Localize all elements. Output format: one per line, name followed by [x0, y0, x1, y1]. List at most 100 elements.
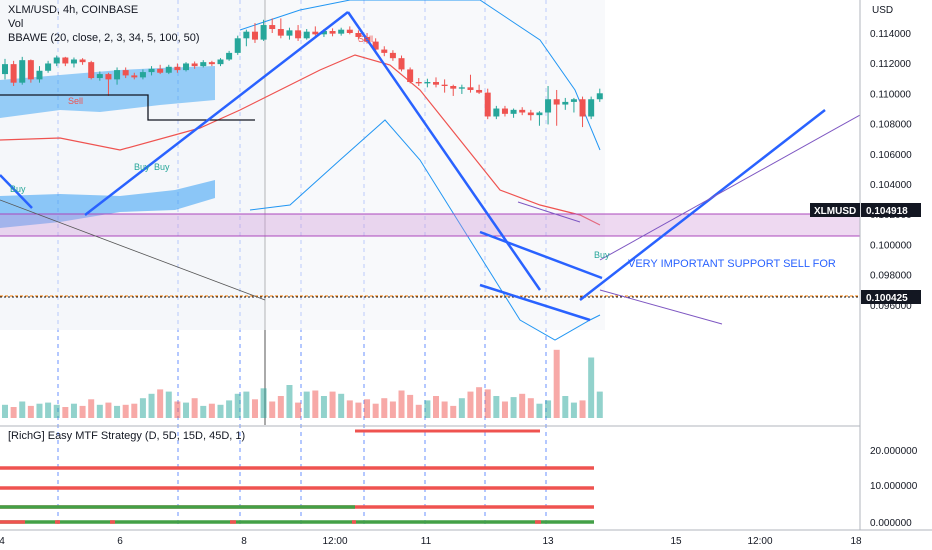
- price-tick-label: 0.098000: [870, 271, 912, 282]
- candle-body: [295, 30, 302, 39]
- price-tag-value: 0.100425: [866, 293, 908, 304]
- volume-bar: [562, 396, 569, 418]
- time-tick-label: 12:00: [322, 536, 347, 547]
- price-tick-label: 0.100000: [870, 240, 912, 251]
- volume-bar: [286, 385, 293, 418]
- volume-bar: [381, 398, 388, 418]
- bbawe-bands: [0, 0, 601, 341]
- lower-bollinger: [249, 119, 601, 341]
- time-tick-label: 6: [117, 536, 123, 547]
- upper-cloud: [0, 66, 215, 118]
- volume-bar: [346, 400, 353, 418]
- trend-drawings: [0, 11, 860, 325]
- candle-body: [36, 70, 43, 80]
- support-zone-rect: [0, 214, 860, 236]
- vol-legend[interactable]: Vol: [8, 18, 23, 30]
- bbawe-legend[interactable]: BBAWE (20, close, 2, 3, 34, 5, 100, 50): [8, 32, 200, 44]
- volume-bar: [320, 396, 327, 418]
- volume-bar: [79, 405, 86, 418]
- volume-bar: [183, 402, 190, 418]
- volume-bar: [329, 391, 336, 418]
- axis-unit-label: USD: [872, 5, 893, 16]
- candle-body: [476, 89, 483, 93]
- shade-zone: [0, 0, 265, 330]
- candle-body: [355, 33, 362, 37]
- strategy-legend[interactable]: [RichG] Easy MTF Strategy (D, 5D, 15D, 4…: [8, 430, 245, 442]
- volume-bar: [277, 396, 284, 418]
- volume-bar: [476, 387, 483, 418]
- candle-body: [277, 29, 284, 36]
- time-tick-label: 15: [670, 536, 682, 547]
- volume-bar: [131, 403, 138, 418]
- volume-bar: [62, 407, 69, 418]
- trendline-thin: [599, 289, 723, 325]
- candle-body: [467, 87, 474, 90]
- volume-bar: [191, 398, 198, 418]
- support-zone: [0, 213, 860, 298]
- volume-bar: [165, 391, 172, 418]
- signal-label: Buy: [134, 162, 150, 172]
- volume-bar: [174, 401, 181, 418]
- volume-bar: [36, 403, 43, 418]
- candle-body: [389, 52, 396, 59]
- volume-bar: [536, 403, 543, 418]
- candle-body: [200, 62, 207, 67]
- lower-cloud: [0, 180, 215, 228]
- volume-bar: [588, 357, 595, 418]
- resistance-step: [0, 94, 255, 121]
- symbol-line: XLM/USD, 4h, COINBASE: [8, 4, 139, 16]
- volume-bar: [19, 401, 26, 418]
- candle-body: [234, 38, 241, 53]
- candle-body: [217, 59, 224, 65]
- volume-bar: [105, 402, 112, 418]
- time-tick-label: 8: [241, 536, 247, 547]
- strategy-pane: [0, 429, 594, 524]
- signal-label: Buy: [594, 250, 610, 260]
- symbol-legend[interactable]: XLM/USD, 4h, COINBASE: [8, 4, 138, 16]
- support-annotation: VERY IMPORTANT SUPPORT SELL FOR: [628, 258, 836, 270]
- candle-body: [105, 74, 112, 80]
- candle-body: [579, 99, 586, 117]
- candle-body: [122, 70, 129, 76]
- candle-body: [381, 49, 388, 53]
- candle-body: [45, 63, 52, 71]
- volume-bar: [243, 391, 250, 418]
- candle-body: [114, 70, 121, 80]
- volume-bar: [226, 400, 233, 418]
- candle-body: [191, 63, 198, 67]
- volume-bar: [2, 404, 8, 418]
- volume-bar: [338, 393, 345, 418]
- candle-body: [320, 31, 327, 35]
- volume-bar: [251, 399, 258, 418]
- price-tag-symbol: XLMUSD: [814, 206, 856, 217]
- candle-body: [70, 59, 77, 64]
- price-tick-label: 0.110000: [870, 89, 911, 100]
- candle-body: [62, 57, 69, 64]
- volume-bar: [114, 405, 121, 418]
- volume-bar: [269, 401, 276, 418]
- candle-body: [493, 108, 500, 117]
- candle-body: [398, 58, 405, 70]
- candle-body: [183, 63, 190, 71]
- volume-bar: [450, 405, 457, 418]
- background-zones: [0, 0, 605, 330]
- time-axis[interactable]: 4 6 8 12:00 11 13 15 12:00 18: [0, 536, 862, 547]
- shade-zone: [265, 0, 605, 330]
- volume-bar: [234, 393, 241, 418]
- volume-bar: [493, 396, 500, 418]
- candle-body: [553, 99, 560, 105]
- trendline: [479, 283, 591, 322]
- trendline: [579, 109, 826, 301]
- strategy-axis[interactable]: 20.000000 10.000000 0.000000: [870, 446, 918, 529]
- upper-bollinger: [239, 0, 601, 151]
- candle-body: [2, 64, 8, 75]
- volume-bar: [467, 391, 474, 418]
- volume-bar: [208, 403, 215, 418]
- price-tag-value: 0.104918: [866, 206, 908, 217]
- candle-body: [407, 69, 414, 83]
- strategy-tick-label: 20.000000: [870, 446, 918, 457]
- candle-body: [562, 101, 569, 105]
- volume-bar: [200, 405, 207, 418]
- candle-body: [131, 75, 138, 78]
